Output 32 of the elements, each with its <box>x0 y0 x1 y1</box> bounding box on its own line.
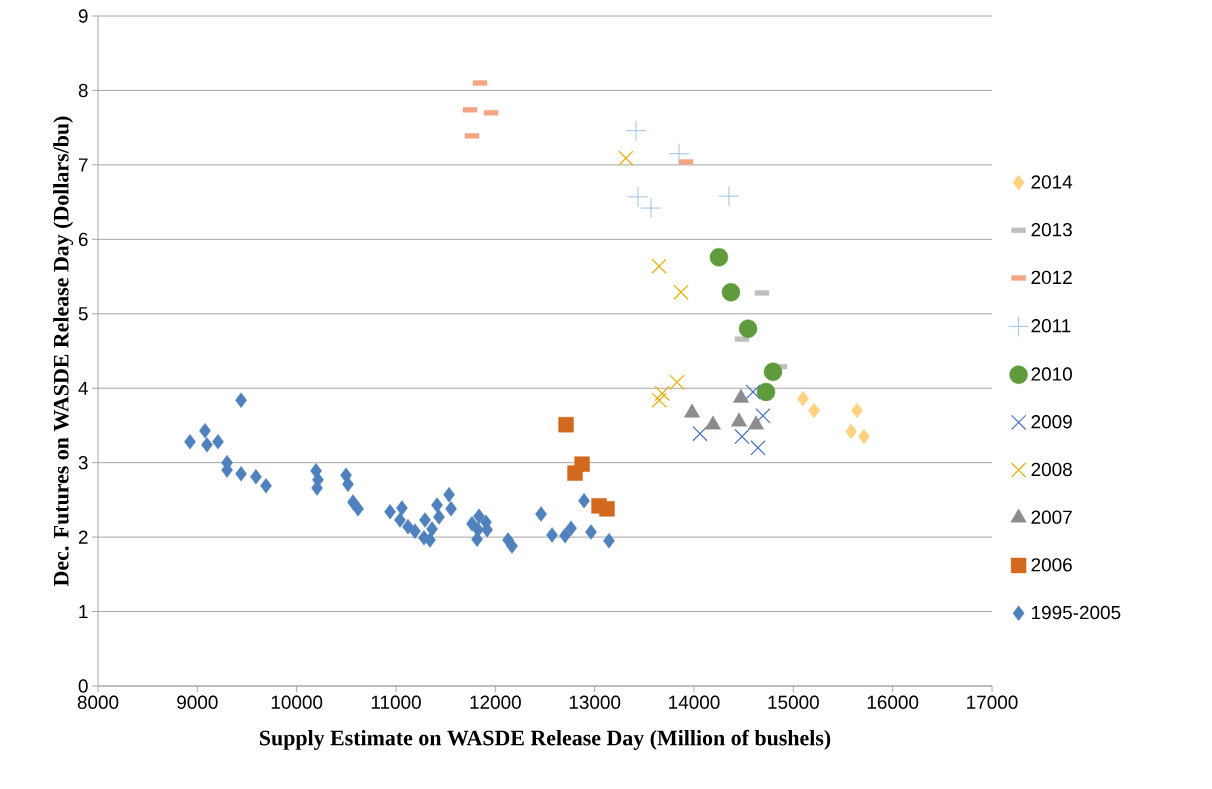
x-tick-label: 16000 <box>867 695 919 709</box>
legend-label: 2014 <box>1031 175 1073 189</box>
legend-label: 2010 <box>1031 367 1072 381</box>
legend-label: 2006 <box>1031 558 1072 572</box>
y-tick-label: 3 <box>78 455 88 470</box>
y-tick-label: 2 <box>78 530 88 544</box>
y-axis-title: Dec. Futures on WASDE Release Day (Dollars/bu) <box>53 116 74 587</box>
x-tick-label: 12000 <box>470 695 521 709</box>
y-tick-label: 1 <box>79 605 88 619</box>
x-tick-label: 13000 <box>569 695 621 709</box>
y-tick-label: 8 <box>78 83 88 98</box>
y-tick-label: 6 <box>78 232 88 247</box>
y-tick-label: 0 <box>78 679 88 693</box>
legend-label: 2012 <box>1031 270 1072 285</box>
legend-label: 2013 <box>1031 222 1072 237</box>
x-tick-label: 11000 <box>371 695 421 709</box>
x-tick-label: 15000 <box>768 695 819 709</box>
legend-label: 2008 <box>1031 462 1072 477</box>
x-tick-label: 8000 <box>77 695 119 709</box>
x-tick-label: 10000 <box>271 695 323 709</box>
legend-label: 2009 <box>1031 415 1072 429</box>
x-tick-label: 17000 <box>967 695 1018 709</box>
x-tick-label: 14000 <box>669 695 720 709</box>
legend-label: 2007 <box>1031 510 1072 524</box>
y-tick-label: 9 <box>78 9 88 23</box>
y-tick-label: 5 <box>78 307 88 321</box>
legend-label: 1995-2005 <box>1032 605 1121 620</box>
x-axis-title: Supply Estimate on WASDE Release Day (Million of bushels) <box>259 729 831 750</box>
x-tick-label: 9000 <box>177 695 218 709</box>
legend-label: 2011 <box>1031 319 1071 333</box>
y-tick-label: 7 <box>78 158 88 172</box>
y-tick-label: 4 <box>78 381 88 395</box>
